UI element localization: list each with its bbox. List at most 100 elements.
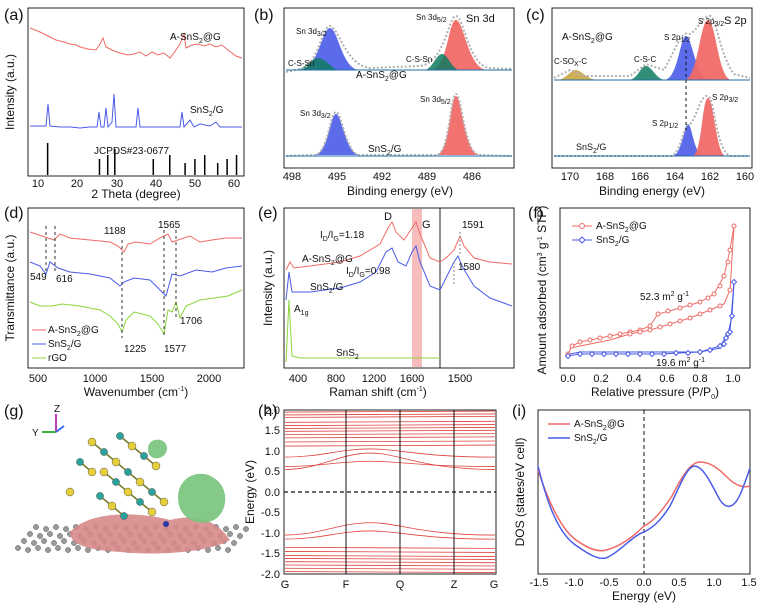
svg-text:1.0: 1.0: [265, 446, 280, 458]
svg-text:A-SnS2@G: A-SnS2@G: [574, 419, 625, 432]
sulfur-atom: [123, 487, 133, 497]
panel-g-charge-lobe-green-big: [178, 473, 226, 523]
svg-text:1188: 1188: [104, 226, 126, 237]
panel-a-reference-label: JCPDS#23-0677: [94, 146, 169, 157]
panel-b-bot-raw: [285, 92, 513, 157]
band-line: [284, 567, 496, 570]
svg-text:162: 162: [701, 171, 719, 183]
carbon-atom: [233, 524, 239, 530]
svg-text:Q: Q: [396, 579, 405, 591]
isotherm-marker: [706, 346, 714, 354]
panel-a-reference-sticks: [46, 143, 238, 175]
svg-text:1706: 1706: [180, 316, 203, 327]
svg-text:1565: 1565: [158, 220, 181, 231]
panel-c-top-fit-csc: [628, 66, 666, 80]
carbon-atom: [21, 538, 27, 544]
isotherm-marker: [667, 321, 673, 327]
carbon-atom: [43, 526, 49, 532]
isotherm-marker: [647, 323, 653, 329]
tin-atom: [120, 512, 128, 520]
panel-d-xticks: 500 1000 1500 2000: [29, 373, 221, 385]
svg-text:S 2p3/2: S 2p3/2: [698, 17, 724, 28]
panel-e-xlabel: Raman shift (cm-1): [329, 385, 427, 399]
carbon-atom: [215, 545, 221, 551]
panel-i-label: (i): [512, 403, 526, 420]
panel-a-label: (a): [4, 7, 24, 24]
panel-a-ylabel: Intensity (a.u.): [3, 54, 17, 130]
panel-g-label: (g): [4, 403, 24, 420]
band-line: [284, 427, 496, 429]
panel-i-xlabel: Energy (eV): [612, 589, 676, 603]
panel-g-axis-triad: Z Y: [32, 404, 65, 439]
isotherm-marker: [730, 278, 738, 286]
panel-f-frame: [559, 207, 751, 369]
isotherm-marker: [624, 350, 632, 358]
band-line: [284, 444, 496, 447]
isotherm-marker: [564, 352, 572, 360]
svg-text:486: 486: [463, 171, 481, 183]
svg-text:489: 489: [418, 171, 436, 183]
svg-text:1577: 1577: [164, 344, 187, 355]
svg-text:ID/IG=1.18: ID/IG=1.18: [320, 230, 365, 243]
svg-text:1500: 1500: [140, 373, 164, 385]
svg-text:Sn 3d: Sn 3d: [466, 13, 495, 25]
panel-h-bands: [284, 410, 496, 573]
panel-c-annotations: S 2p S 2p3/2 S 2p1/2 A-SnS2@G C-SOX-C C-…: [554, 15, 747, 155]
svg-text:1000: 1000: [83, 373, 107, 385]
carbon-atom: [35, 545, 41, 551]
svg-text:0.4: 0.4: [626, 373, 641, 385]
svg-text:10: 10: [32, 178, 44, 190]
carbon-atom: [55, 545, 61, 551]
band-line: [284, 558, 496, 560]
band-line: [284, 551, 496, 553]
carbon-atom: [231, 540, 237, 546]
panel-i-series-asns2g: [537, 461, 751, 552]
isotherm-marker: [612, 350, 620, 358]
isotherm-marker: [716, 342, 724, 350]
isotherm-marker: [696, 348, 704, 356]
svg-text:0.5: 0.5: [265, 466, 280, 478]
svg-text:Sn 3d5/2: Sn 3d5/2: [420, 95, 451, 106]
panel-g-sns2-cluster: [65, 432, 169, 527]
panel-f-xticks: 0.0 0.2 0.4 0.6 0.8 1.0: [560, 373, 740, 385]
panel-i-series-sns2g: [537, 465, 751, 560]
carbon-atom: [15, 545, 21, 551]
sulfur-atom: [111, 457, 121, 467]
isotherm-marker: [576, 350, 584, 358]
carbon-atom: [37, 533, 43, 539]
svg-text:0.5: 0.5: [671, 577, 686, 589]
isotherm-marker: [717, 303, 723, 309]
panel-b: (b) Sn 3d Sn 3d5/2 Sn 3d3/2 C-S-Sn C-S-S…: [254, 7, 515, 198]
svg-text:F: F: [343, 579, 350, 591]
isotherm-marker: [600, 350, 608, 358]
panel-e: (e) A-SnS2@G SnS2/G SnS2 A1g D G ID/IG=1…: [258, 205, 515, 399]
svg-text:Sn 3d3/2: Sn 3d3/2: [296, 27, 327, 38]
svg-text:164: 164: [666, 171, 684, 183]
carbon-atom: [27, 531, 33, 537]
band-line: [284, 448, 496, 458]
panel-e-label: (e): [258, 205, 278, 222]
panel-c-xticks: 170 168 166 164 162 160: [561, 171, 754, 183]
svg-text:A-SnS2@G: A-SnS2@G: [48, 325, 99, 338]
panel-i-ylabel: DOS (states/eV cell): [513, 438, 527, 547]
isotherm-marker: [657, 324, 663, 330]
panel-b-bot-fit-3d52: [436, 96, 480, 155]
tin-atom: [76, 458, 84, 466]
svg-text:0.8: 0.8: [692, 373, 707, 385]
isotherm-marker: [727, 287, 733, 293]
isotherm-marker: [697, 299, 703, 305]
isotherm-marker: [577, 339, 583, 345]
svg-text:C-S-Sn: C-S-Sn: [288, 59, 314, 68]
svg-text:-2.0: -2.0: [261, 569, 280, 581]
isotherm-marker: [684, 349, 692, 357]
svg-text:SnS2/G: SnS2/G: [574, 433, 608, 446]
sulfur-atom: [107, 501, 117, 511]
svg-text:G: G: [422, 219, 431, 231]
panel-d-label: (d): [4, 205, 24, 222]
svg-text:500: 500: [29, 373, 47, 385]
band-line: [284, 410, 496, 413]
panel-d-ylabel: Transmittance (a.u.): [3, 235, 17, 342]
isotherm-marker: [677, 305, 683, 311]
carbon-atom: [61, 538, 67, 544]
svg-text:Y: Y: [32, 428, 39, 439]
